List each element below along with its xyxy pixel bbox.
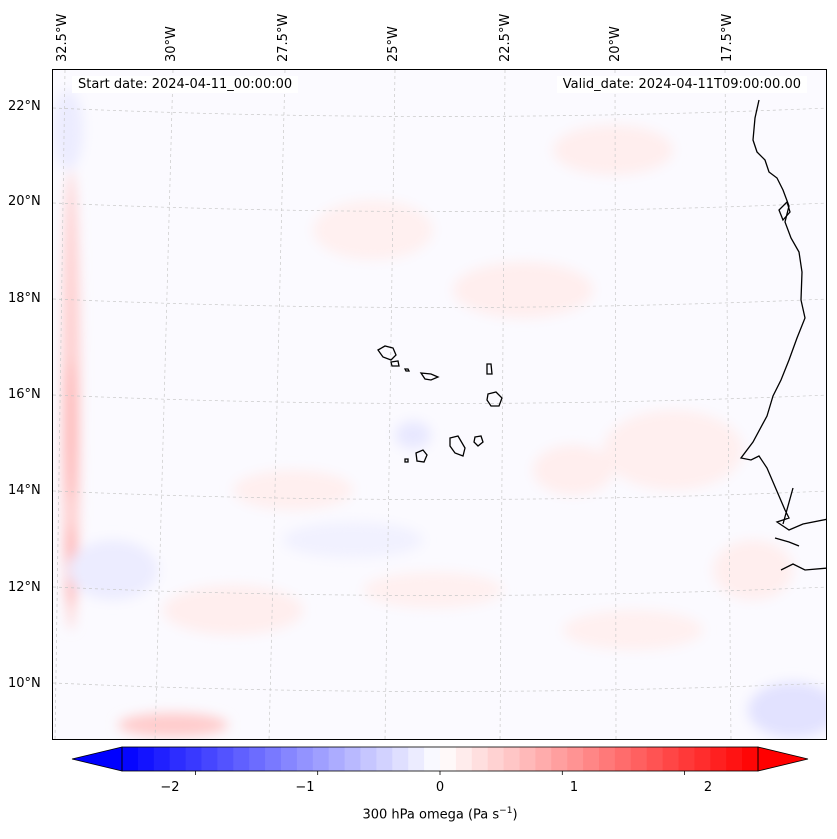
colorbar-bin — [249, 747, 266, 771]
valid-date-label: Valid_date: 2024-04-11T09:00:00.00 — [556, 76, 807, 93]
colorbar-bin — [742, 747, 759, 771]
map-canvas — [53, 70, 826, 739]
colorbar-bin — [455, 747, 473, 771]
lon-label-30w: 30°W — [164, 26, 179, 62]
colorbar-bin — [122, 747, 139, 771]
lat-label-14n: 14°N — [8, 483, 41, 498]
colorbar-bin — [614, 747, 632, 771]
coastline — [739, 99, 826, 571]
colorbar-bin — [153, 747, 171, 771]
colorbar-bin — [471, 747, 489, 771]
lon-label-17-5w: 17.5°W — [720, 13, 735, 62]
colorbar-bin — [440, 747, 457, 771]
colorbar-bin — [201, 747, 218, 771]
colorbar-bin — [408, 747, 425, 771]
islands — [377, 345, 503, 463]
colorbar-bin — [726, 747, 743, 771]
lon-label-27-5w: 27.5°W — [276, 13, 291, 62]
colorbar-bin — [376, 747, 393, 771]
colorbar-bin — [662, 747, 680, 771]
graticule — [53, 70, 826, 739]
colorbar-bin — [281, 747, 298, 771]
colorbar-bin — [137, 747, 155, 771]
colorbar-bin — [217, 747, 234, 771]
lat-label-22n: 22°N — [8, 99, 41, 114]
colorbar-tick-neg2: −2 — [160, 780, 180, 795]
start-date-label: Start date: 2024-04-11_00:00:00 — [72, 76, 299, 93]
colorbar-bin — [487, 747, 505, 771]
colorbar-bin — [360, 747, 377, 771]
lat-label-12n: 12°N — [8, 580, 41, 595]
colorbar-tick-1: 1 — [569, 780, 579, 795]
colorbar-bin — [694, 747, 711, 771]
colorbar-bin — [185, 747, 203, 771]
colorbar-bin — [296, 747, 314, 771]
colorbar-bin — [344, 747, 362, 771]
lat-label-10n: 10°N — [8, 676, 41, 691]
colorbar-tick-neg1: −1 — [295, 780, 315, 795]
lat-label-20n: 20°N — [8, 194, 41, 209]
colorbar-bin — [328, 747, 346, 771]
colorbar-bin — [599, 747, 616, 771]
colorbar-bin — [583, 747, 600, 771]
colorbar-bin — [646, 747, 664, 771]
colorbar-bin — [710, 747, 727, 771]
lon-label-25w: 25°W — [386, 26, 401, 62]
lon-label-32-5w: 32.5°W — [55, 13, 70, 62]
colorbar-bin — [233, 747, 250, 771]
colorbar-bin — [630, 747, 648, 771]
colorbar-tick-0: 0 — [435, 780, 445, 795]
colorbar-label: 300 hPa omega (Pa s−1) — [362, 806, 518, 823]
lat-label-16n: 16°N — [8, 387, 41, 402]
colorbar-bin — [265, 747, 282, 771]
lon-label-22-5w: 22.5°W — [498, 13, 513, 62]
colorbar-bin — [535, 747, 552, 771]
colorbar-tick-2: 2 — [703, 780, 713, 795]
colorbar-bin — [312, 747, 330, 771]
colorbar-bin — [169, 747, 187, 771]
colorbar-bin — [519, 747, 536, 771]
colorbar-bin — [678, 747, 695, 771]
map-panel[interactable] — [52, 69, 827, 740]
colorbar — [71, 746, 809, 775]
lon-label-20w: 20°W — [608, 26, 623, 62]
colorbar-bin — [503, 747, 521, 771]
lat-label-18n: 18°N — [8, 291, 41, 306]
colorbar-bin — [551, 747, 568, 771]
colorbar-bin — [424, 747, 441, 771]
colorbar-bin — [567, 747, 584, 771]
colorbar-bin — [392, 747, 409, 771]
omega-field — [53, 90, 826, 738]
